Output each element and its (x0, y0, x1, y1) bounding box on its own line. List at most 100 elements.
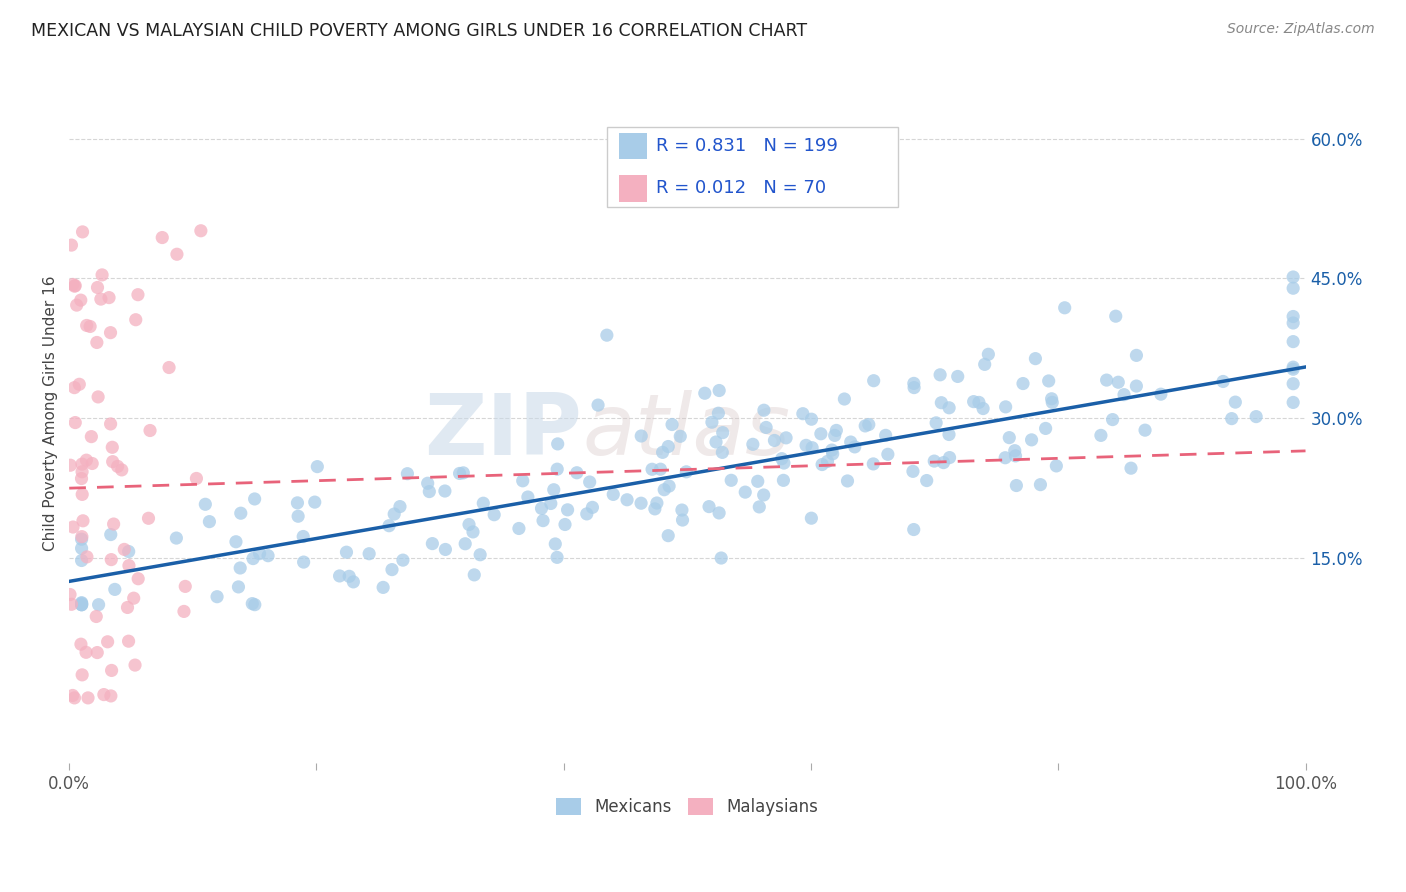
Point (243, 491, 266, 506)
Point (876, 447, 898, 461)
Point (853, 418, 876, 433)
Point (837, 474, 859, 488)
Point (709, 384, 731, 398)
Point (546, 550, 568, 565)
Point (117, 634, 139, 648)
Point (931, 395, 953, 409)
Point (72, 514, 94, 528)
Point (112, 542, 135, 557)
Point (60, 238, 83, 252)
Point (287, 496, 309, 510)
Point (75, 645, 97, 659)
Point (1282, 310, 1305, 324)
Point (508, 521, 530, 535)
Point (973, 357, 995, 371)
Point (392, 553, 415, 567)
Point (770, 451, 793, 466)
Point (472, 496, 495, 510)
Point (70, 637, 93, 651)
Point (70, 598, 93, 612)
Point (915, 474, 938, 488)
Point (433, 483, 456, 498)
Point (1212, 375, 1234, 389)
Point (1225, 395, 1247, 409)
Point (925, 416, 948, 430)
Point (998, 431, 1021, 445)
Point (100, 689, 122, 703)
Point (80, 429, 103, 443)
Text: R = 0.831   N = 199: R = 0.831 N = 199 (657, 136, 838, 155)
Point (1029, 477, 1052, 491)
Point (70, 471, 93, 485)
Point (650, 462, 672, 476)
Point (1053, 301, 1076, 315)
Point (658, 479, 681, 493)
Point (962, 394, 984, 409)
Point (1282, 395, 1305, 409)
Point (657, 529, 679, 543)
Point (1024, 351, 1046, 366)
Point (117, 600, 139, 615)
Point (229, 506, 252, 520)
Point (87, 390, 110, 404)
Point (127, 287, 149, 301)
Point (359, 547, 381, 561)
Point (773, 456, 796, 470)
Point (86, 335, 108, 350)
Point (794, 438, 817, 452)
Point (994, 450, 1017, 465)
Point (800, 412, 823, 426)
Point (516, 490, 538, 504)
Point (922, 454, 945, 468)
Point (557, 503, 579, 517)
Point (752, 488, 775, 502)
Point (93, 688, 115, 702)
Point (575, 507, 598, 521)
Point (434, 542, 457, 557)
Point (100, 664, 122, 678)
Point (1101, 412, 1123, 426)
Bar (607, 127, 897, 207)
Point (1244, 409, 1267, 424)
Point (531, 514, 554, 528)
Point (100, 527, 122, 541)
Point (630, 496, 652, 510)
Point (844, 440, 866, 454)
Point (977, 347, 1000, 361)
Point (1125, 379, 1147, 393)
Point (482, 508, 505, 522)
Point (755, 420, 778, 434)
Point (901, 464, 924, 478)
Point (671, 513, 693, 527)
Point (449, 467, 471, 481)
Point (946, 369, 969, 384)
Point (711, 425, 734, 440)
Point (75, 453, 97, 467)
Point (657, 440, 679, 454)
Point (763, 434, 786, 448)
Point (929, 368, 952, 382)
Bar (620, 133, 647, 159)
Point (337, 569, 360, 583)
Point (938, 450, 960, 465)
Point (66, 298, 89, 312)
Y-axis label: Child Poverty Among Girls Under 16: Child Poverty Among Girls Under 16 (44, 276, 58, 551)
Point (378, 518, 401, 533)
Point (792, 407, 814, 421)
Point (1125, 348, 1147, 362)
Point (1004, 443, 1026, 458)
Point (76, 318, 98, 333)
Point (416, 476, 439, 491)
Point (1282, 360, 1305, 375)
Point (938, 427, 960, 442)
Point (62, 277, 84, 292)
Point (76, 549, 98, 564)
Point (371, 581, 394, 595)
Point (157, 360, 180, 375)
Point (70, 553, 93, 567)
Point (103, 516, 125, 531)
Point (67, 377, 90, 392)
Point (101, 455, 124, 469)
Point (97, 634, 120, 648)
Point (1282, 376, 1305, 391)
